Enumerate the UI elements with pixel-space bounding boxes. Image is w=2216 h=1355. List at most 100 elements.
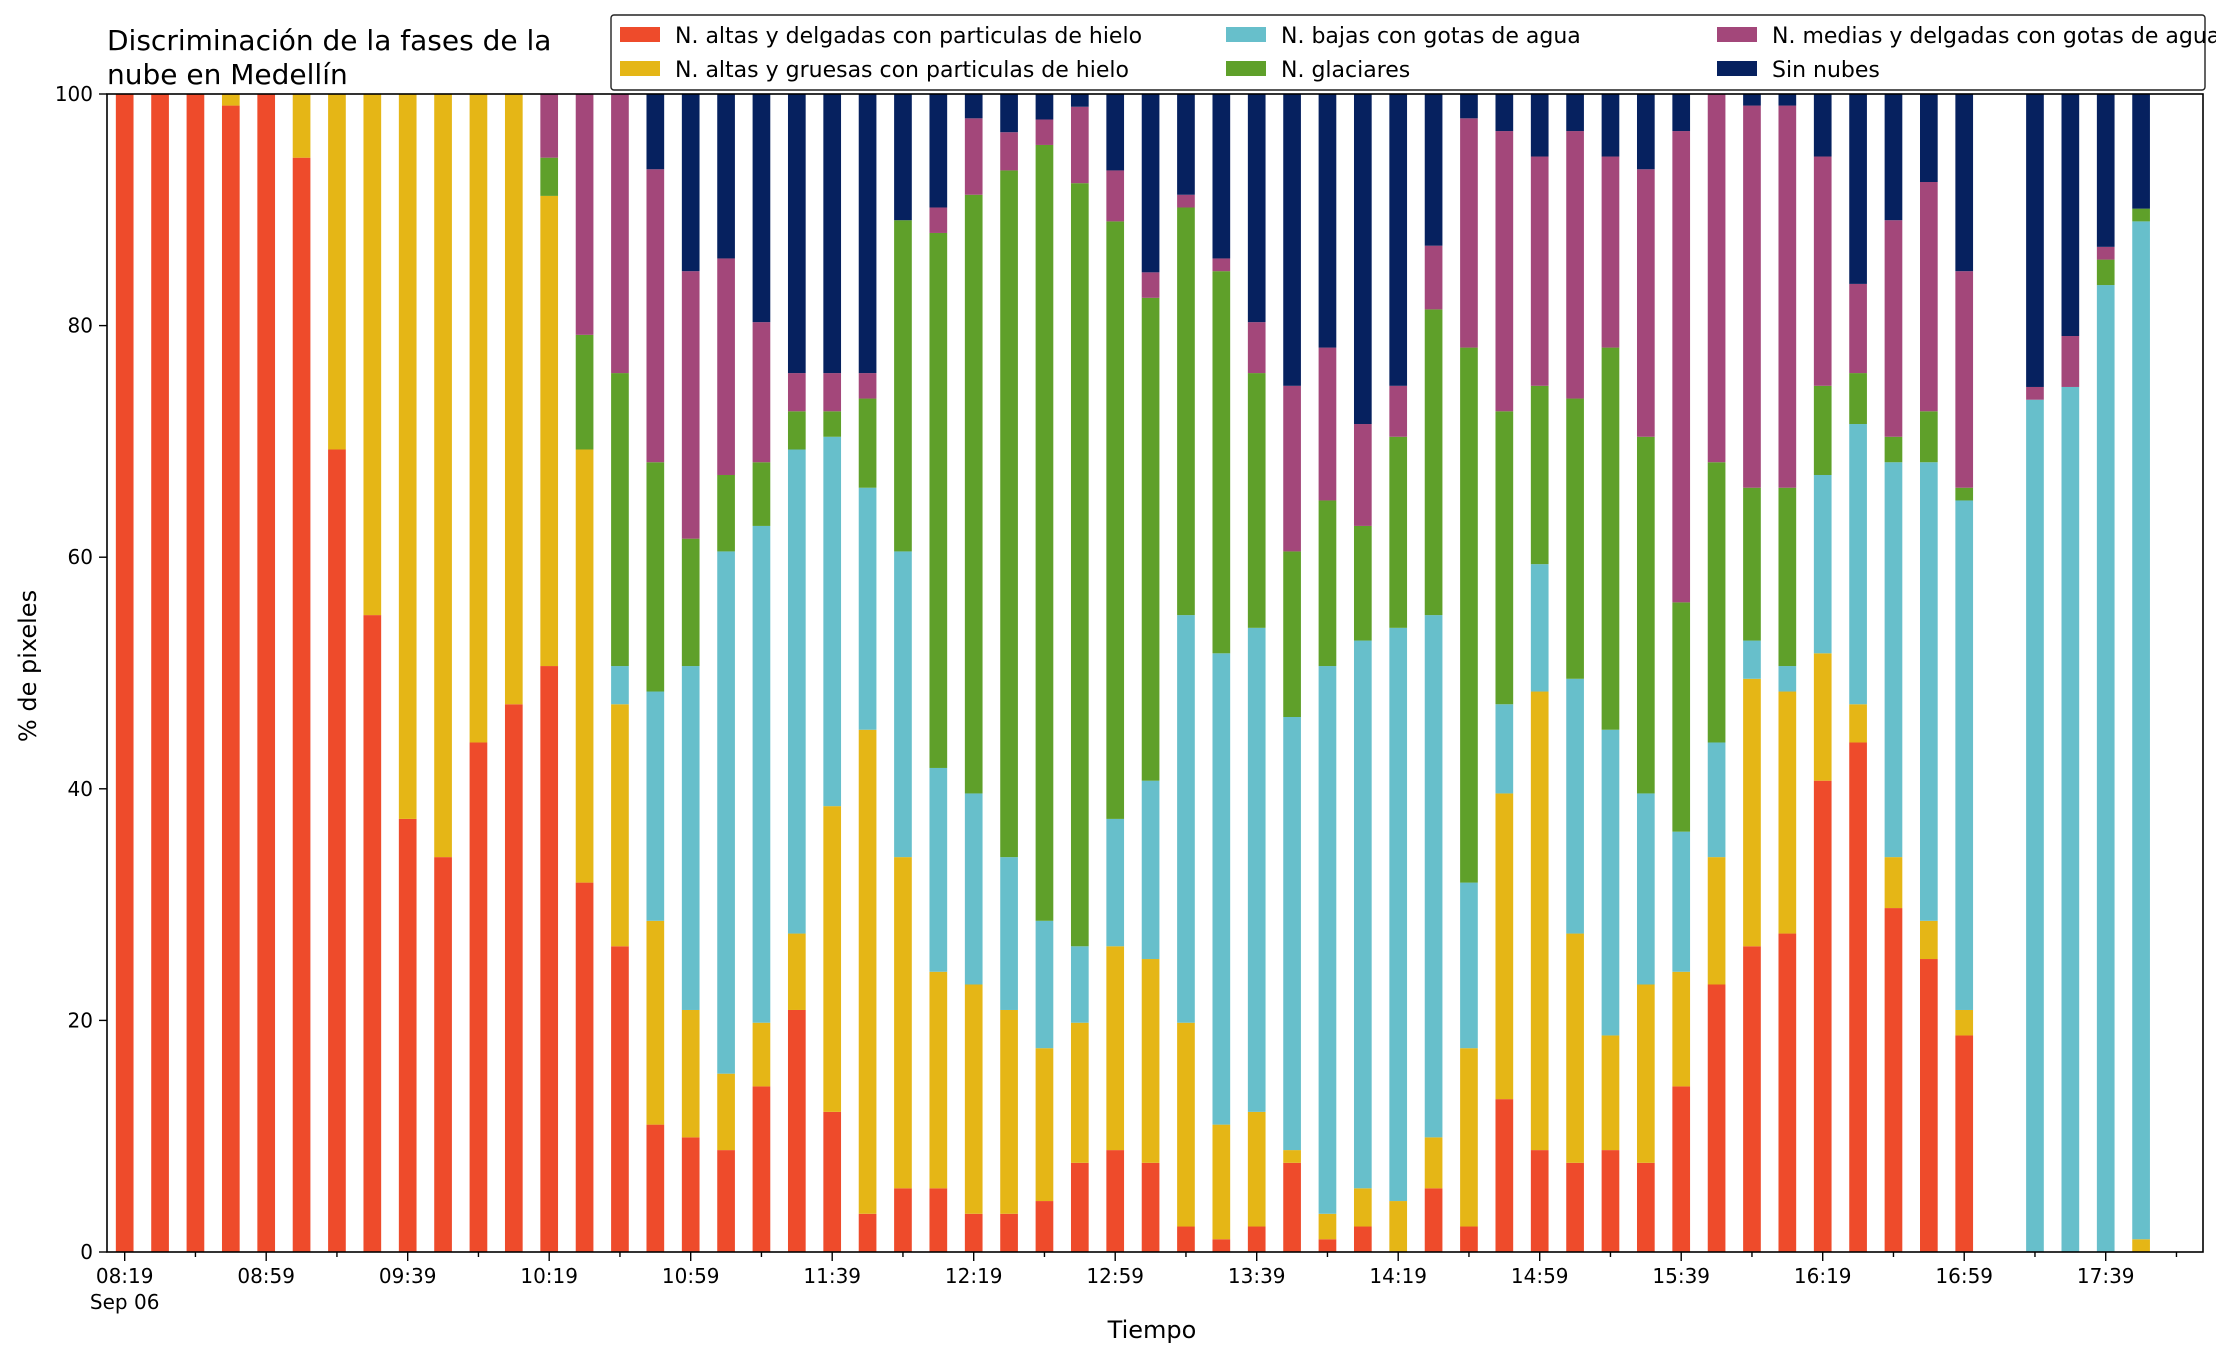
legend-swatch — [1717, 27, 1757, 42]
bar-segment — [1070, 946, 1089, 1023]
bar-segment — [1813, 780, 1832, 1252]
bar-segment — [1460, 94, 1478, 119]
bar-segment — [1920, 959, 1938, 1252]
bar-segment — [752, 1022, 771, 1087]
bar-segment — [1707, 462, 1726, 743]
bar-segment — [1353, 525, 1372, 641]
bar-segment — [1141, 272, 1160, 298]
bar-segment — [1353, 640, 1372, 1189]
bar-segment — [894, 857, 912, 1189]
legend-label: N. altas y gruesas con particulas de hie… — [675, 58, 1129, 83]
x-tick-label: 08:59 — [237, 1264, 295, 1288]
bar-segment — [1601, 1150, 1620, 1252]
bar-segment — [292, 94, 311, 158]
bar-segment — [1849, 283, 1867, 374]
bar-segment — [1389, 627, 1408, 1202]
legend-label: N. altas y delgadas con particulas de hi… — [675, 24, 1142, 49]
chart-title-line-2: nube en Medellín — [107, 58, 348, 91]
bar-segment — [1884, 436, 1903, 463]
x-tick-label: 10:19 — [520, 1264, 578, 1288]
bar-segment — [1389, 436, 1408, 628]
legend-swatch — [620, 61, 660, 76]
bar-segment — [1177, 615, 1195, 1023]
bar-segment — [1778, 487, 1797, 667]
legend-frame — [610, 14, 2206, 91]
x-tick-label: 10:59 — [662, 1264, 720, 1288]
x-tick-label: 12:59 — [1086, 1264, 1144, 1288]
x-tick-label: 14:19 — [1369, 1264, 1427, 1288]
bar-segment — [1884, 857, 1903, 909]
bar-segment — [929, 767, 948, 972]
bar-segment — [292, 157, 311, 1253]
bar-segment — [1849, 94, 1867, 284]
bar-segment — [929, 94, 948, 208]
bar-segment — [1566, 131, 1584, 399]
bar-segment — [1318, 666, 1337, 1214]
bar-segment — [1601, 1035, 1620, 1151]
bar-segment — [1318, 347, 1337, 501]
bar-segment — [752, 94, 771, 323]
bar-segment — [2096, 259, 2115, 286]
bar-segment — [575, 94, 594, 335]
bar-segment — [1353, 424, 1372, 526]
bar-segment — [929, 1188, 948, 1252]
bar-segment — [1743, 105, 1761, 488]
bar-segment — [717, 1073, 735, 1151]
bar-segment — [1283, 94, 1301, 386]
bar-segment — [1672, 1086, 1691, 1252]
bar-segment — [858, 94, 877, 374]
bar-segment — [787, 933, 806, 1010]
bar-segment — [257, 94, 276, 1252]
bar-segment — [1070, 1162, 1089, 1252]
bar-segment — [1778, 933, 1797, 1252]
bar-segment — [1955, 487, 1974, 501]
bar-segment — [681, 94, 700, 272]
bar-segment — [328, 449, 346, 1252]
bar-segment — [1177, 1226, 1195, 1252]
bar-segment — [1636, 169, 1655, 437]
bar-segment — [1601, 94, 1620, 157]
bar-segment — [1035, 94, 1054, 120]
bar-segment — [1707, 984, 1726, 1252]
bar-segment — [1035, 1048, 1054, 1202]
bar-segment — [1212, 94, 1231, 259]
axes-layer: 0 20 40 60 80 100 08:19 08:59 09:39 10:19 10:59 11:… — [55, 82, 2204, 1314]
bar-segment — [858, 373, 877, 399]
bar-segment — [1884, 220, 1903, 437]
bar-segment — [2026, 399, 2044, 1253]
y-axis-title: % de pixeles — [14, 590, 42, 742]
bar-segment — [398, 94, 417, 819]
bar-segment — [1035, 119, 1054, 145]
bar-segment — [1601, 156, 1620, 348]
bar-segment — [752, 322, 771, 463]
bar-segment — [1106, 221, 1125, 819]
legend-swatch — [1226, 27, 1266, 42]
bar-segment — [646, 94, 665, 170]
bar-segment — [1318, 94, 1337, 348]
bar-segment — [1318, 1213, 1337, 1240]
bar-segment — [1707, 742, 1726, 858]
legend-swatch — [1717, 61, 1757, 76]
bar-segment — [1778, 105, 1797, 488]
bar-segment — [1813, 385, 1832, 475]
bar-segment — [1177, 207, 1195, 616]
bar-segment — [2096, 285, 2115, 1252]
bar-segment — [1070, 1022, 1089, 1163]
bar-segment — [1353, 94, 1372, 425]
bar-segment — [1283, 385, 1301, 552]
bar-segment — [1141, 297, 1160, 781]
bar-segment — [1106, 170, 1125, 222]
bar-segment — [1460, 118, 1478, 348]
y-tick-label: 80 — [68, 314, 93, 338]
bar-segment — [964, 94, 983, 119]
bar-segment — [1283, 717, 1301, 1151]
bar-segment — [1460, 882, 1478, 1049]
bar-segment — [823, 436, 842, 807]
chart-title-line-1: Discriminación de la fases de la — [107, 24, 551, 57]
bar-segment — [1283, 551, 1301, 717]
bar-segment — [1636, 1162, 1655, 1252]
bar-segment — [1530, 1150, 1549, 1252]
legend: N. altas y delgadas con particulas de hi… — [610, 14, 2216, 91]
bar-segment — [717, 1150, 735, 1252]
bar-segment — [1460, 1048, 1478, 1227]
